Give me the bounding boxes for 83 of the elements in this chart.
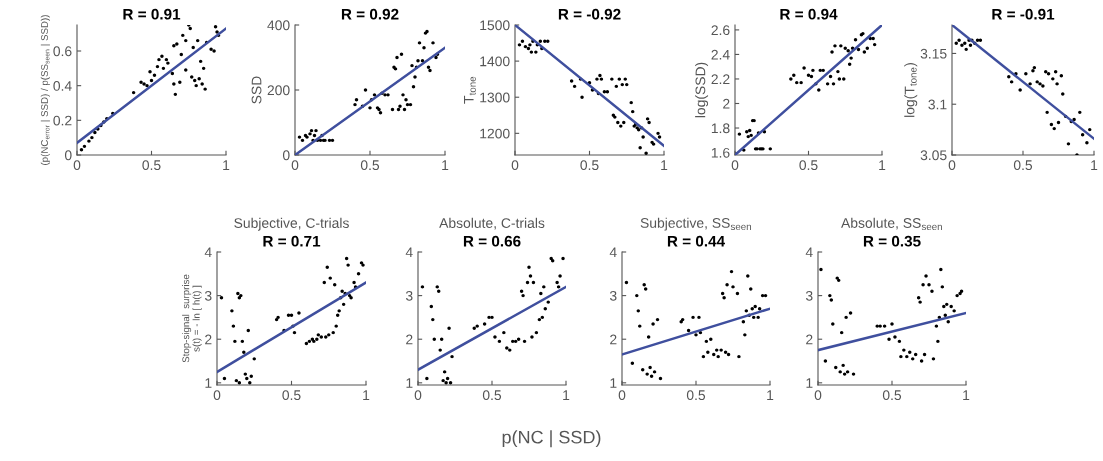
y-tick-label: 1 (610, 378, 617, 388)
y-tick-label: 0.2 (53, 115, 72, 126)
x-tick-label: 1 (879, 160, 886, 170)
y-tick-label: 3 (204, 290, 212, 301)
x-axis-title: p(NC | SSD) (502, 430, 601, 448)
y-axis-title: log(SSD) (695, 62, 709, 118)
y-tick-label: 2 (723, 98, 730, 109)
x-tick-label: 0 (618, 390, 626, 401)
x-tick-label: 0 (814, 390, 822, 401)
chart-title: R = 0.91 (123, 8, 181, 20)
x-tick-label: 0.5 (882, 390, 902, 401)
y-tick-label: 4 (405, 247, 413, 258)
y-tick-label: 3.1 (928, 99, 947, 110)
y-tick-label: 0.6 (53, 46, 72, 57)
x-tick-label: 0.5 (360, 160, 380, 171)
x-tick-label: 1 (767, 390, 774, 400)
x-tick-label: 1 (363, 390, 370, 400)
x-tick-label: 0.5 (282, 390, 301, 401)
y-tick-label: 200 (267, 85, 290, 96)
y-tick-label: 2.4 (711, 49, 730, 60)
x-tick-label: 0.5 (482, 390, 502, 401)
x-tick-label: 0 (73, 160, 81, 171)
y-tick-label: 4 (609, 247, 617, 258)
y-tick-label: 1 (205, 378, 212, 388)
x-tick-label: 1 (661, 160, 668, 170)
chart-subtitle: Absolute, C-trials (439, 217, 545, 230)
y-tick-label: 2 (205, 334, 212, 345)
y-tick-label: 2.2 (711, 74, 730, 84)
chart-title: R = -0.92 (558, 8, 621, 20)
x-tick-label: 1 (563, 390, 570, 400)
chart-title: R = 0.66 (463, 235, 521, 247)
x-tick-label: 0.5 (580, 160, 599, 171)
x-tick-label: 0 (948, 160, 956, 171)
chart-title: R = 0.35 (863, 235, 921, 247)
y-tick-label: 1 (406, 378, 413, 388)
chart-title: R = 0.44 (667, 235, 726, 247)
chart-title: R = 0.92 (341, 8, 399, 20)
y-tick-label: 3 (609, 290, 617, 301)
y-tick-label: 1.8 (711, 123, 730, 134)
y-tick-label: 3 (805, 290, 813, 301)
x-tick-label: 1 (1091, 160, 1098, 170)
chart-subtitle: Subjective, SS$_{seen}$ (640, 217, 751, 231)
y-axis-title: Stop-signal surprise s(t) = - ln [ h(t) ] (182, 274, 202, 363)
y-tick-label: 1.6 (711, 147, 730, 158)
chart-title: R = 0.71 (263, 235, 321, 247)
y-tick-label: 0 (64, 150, 72, 161)
y-axis-title: log(T$_{tone}$) (904, 63, 918, 117)
chart-subtitle: Absolute, SS$_{seen}$ (841, 217, 942, 231)
y-axis-title: T$_{tone}$ (464, 76, 476, 104)
y-tick-label: 1500 (480, 20, 510, 31)
x-tick-label: 0.5 (799, 160, 818, 171)
y-tick-label: 3 (405, 290, 413, 301)
chart-title: R = 0.94 (780, 8, 838, 20)
x-tick-label: 0 (731, 160, 739, 171)
y-tick-label: 0 (282, 150, 290, 161)
y-axis-title: SSD (251, 76, 262, 104)
y-tick-label: 3.15 (920, 48, 947, 59)
chart-subtitle: Subjective, C-trials (234, 217, 349, 231)
x-tick-label: 0 (414, 390, 422, 401)
y-tick-label: 3.05 (920, 150, 947, 161)
y-tick-label: 2.6 (711, 25, 730, 36)
chart-title: R = -0.91 (992, 8, 1055, 20)
x-tick-label: 1 (223, 160, 230, 170)
x-tick-label: 0 (291, 160, 299, 171)
y-tick-label: 4 (204, 247, 212, 258)
y-tick-label: 1400 (480, 56, 510, 67)
x-tick-label: 0 (511, 160, 519, 171)
x-tick-label: 0.5 (686, 390, 706, 401)
x-tick-label: 0 (213, 390, 221, 401)
y-tick-label: 1300 (480, 92, 510, 103)
y-axis-title: (p(NC$_{error}$ | SSD) / p(SS$_{seen}$ | SSD)) (40, 15, 50, 165)
x-tick-label: 1 (963, 390, 970, 400)
y-tick-label: 2 (610, 334, 617, 345)
y-tick-label: 400 (267, 20, 290, 31)
x-tick-label: 1 (442, 160, 449, 170)
x-tick-label: 0.5 (1013, 160, 1033, 171)
y-tick-label: 1200 (480, 128, 510, 139)
x-tick-label: 0.5 (142, 160, 161, 171)
y-tick-label: 2 (406, 334, 413, 345)
y-tick-label: 4 (805, 247, 813, 258)
y-tick-label: 0.4 (53, 81, 72, 91)
y-tick-label: 1 (806, 378, 813, 388)
y-tick-label: 2 (806, 334, 813, 345)
